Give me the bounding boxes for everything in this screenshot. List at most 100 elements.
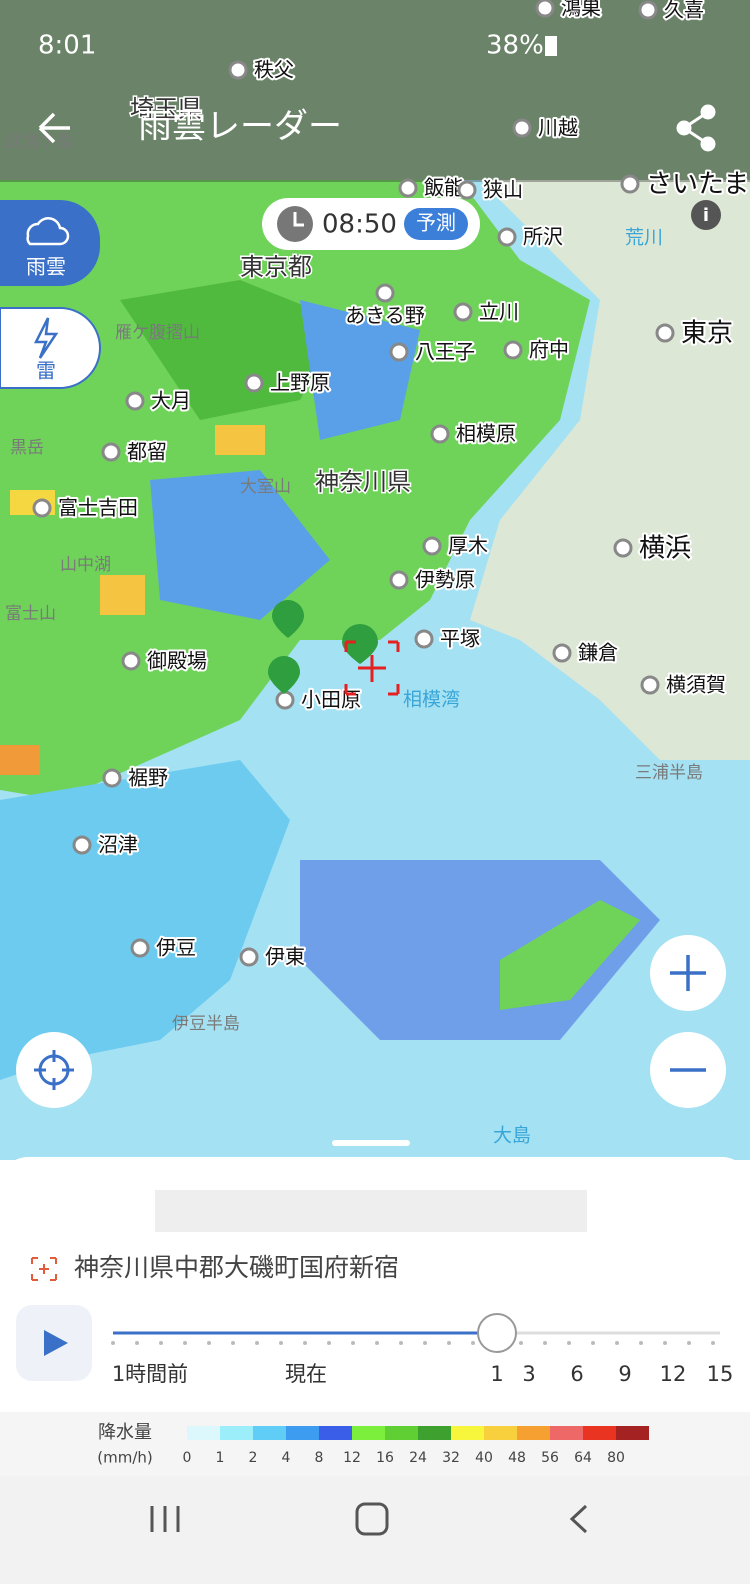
timeline-dot xyxy=(207,1341,211,1345)
timeline-label: 6 xyxy=(570,1362,583,1386)
city-label: 富士吉田 xyxy=(58,496,138,520)
rain-blue xyxy=(150,470,330,620)
land-dry xyxy=(470,180,750,760)
share-button[interactable] xyxy=(676,104,716,152)
city-label: 沼津 xyxy=(98,833,138,857)
city-label: さいたま xyxy=(646,170,749,200)
legend-value: 2 xyxy=(249,1450,258,1466)
city-marker xyxy=(422,536,442,556)
timeline-dot xyxy=(519,1341,523,1345)
current-location-button[interactable] xyxy=(16,1032,92,1108)
region-label: 東京都 xyxy=(240,253,312,281)
city-marker xyxy=(72,835,92,855)
city-label: あきる野 xyxy=(345,304,425,328)
header-scrim xyxy=(0,0,750,182)
city-marker xyxy=(638,0,658,20)
legend-value: 1 xyxy=(216,1450,225,1466)
timeline-dot xyxy=(567,1341,571,1345)
legend-swatch xyxy=(220,1426,253,1440)
timeline-label: 3 xyxy=(522,1362,535,1386)
nav-recents[interactable] xyxy=(150,1506,180,1532)
timeline-dot xyxy=(663,1341,667,1345)
map xyxy=(0,0,750,1160)
rain-layer-label: 雨雲 xyxy=(26,255,66,279)
city-label: 所沢 xyxy=(523,225,563,249)
timeline-dot xyxy=(183,1341,187,1345)
svg-text:i: i xyxy=(703,205,709,226)
nav-home[interactable] xyxy=(355,1502,389,1536)
city-marker xyxy=(375,283,395,303)
city-label: 伊勢原 xyxy=(415,568,475,592)
timeline-label: 現在 xyxy=(285,1362,327,1386)
legend-swatch xyxy=(187,1426,220,1440)
timeline-dot xyxy=(615,1341,619,1345)
legend-title: 降水量 xyxy=(98,1422,152,1443)
timeline-dot xyxy=(231,1341,235,1345)
timeline-label: 1時間前 xyxy=(112,1362,188,1386)
city-marker xyxy=(552,643,572,663)
legend-swatch xyxy=(352,1426,385,1440)
nav-back[interactable] xyxy=(569,1504,588,1534)
legend-value: 24 xyxy=(409,1450,427,1466)
city-label: 都留 xyxy=(127,440,167,464)
city-label: 小田原 xyxy=(301,688,361,712)
terrain-label: 伊豆半島 xyxy=(172,1014,240,1034)
city-marker xyxy=(101,442,121,462)
timeline-dot xyxy=(327,1341,331,1345)
city-marker xyxy=(640,675,660,695)
sheet-handle[interactable] xyxy=(332,1140,410,1146)
legend-swatch xyxy=(385,1426,418,1440)
city-marker xyxy=(620,174,640,194)
city-label: 横浜 xyxy=(639,534,691,564)
city-label: 横須賀 xyxy=(666,673,726,697)
back-button[interactable] xyxy=(38,112,70,144)
city-marker xyxy=(512,118,532,138)
city-label: 厚木 xyxy=(448,534,488,558)
legend-value: 64 xyxy=(574,1450,592,1466)
timeline-label: 9 xyxy=(618,1362,631,1386)
legend-value: 0 xyxy=(183,1450,192,1466)
timeline-dot xyxy=(111,1341,115,1345)
city-marker xyxy=(398,178,418,198)
legend-swatch xyxy=(484,1426,517,1440)
city-marker xyxy=(125,391,145,411)
city-marker xyxy=(430,424,450,444)
lightning-layer-button[interactable] xyxy=(0,307,102,389)
timeline-label: 15 xyxy=(707,1362,734,1386)
forecast-badge xyxy=(404,208,468,240)
rain-light xyxy=(0,760,290,1080)
legend-swatch xyxy=(319,1426,352,1440)
pins xyxy=(268,600,378,694)
timeline-dot xyxy=(543,1341,547,1345)
city-label: 上野原 xyxy=(270,371,330,395)
timeline-dot xyxy=(591,1341,595,1345)
city-marker xyxy=(414,629,434,649)
city-label: 伊豆 xyxy=(156,936,196,960)
legend-value: 40 xyxy=(475,1450,493,1466)
city-label: 鴻巣 xyxy=(561,0,601,20)
timeline-dot xyxy=(639,1341,643,1345)
placeholder-bar xyxy=(155,1190,587,1232)
timeline-dot xyxy=(399,1341,403,1345)
city-marker xyxy=(535,0,555,18)
city-label: 飯能 xyxy=(424,176,464,200)
city-marker xyxy=(613,538,633,558)
city-marker xyxy=(102,768,122,788)
region-label: 埼玉県 xyxy=(130,95,202,123)
timeline-dot xyxy=(447,1341,451,1345)
city-marker xyxy=(655,323,675,343)
city-marker xyxy=(503,340,523,360)
timeline-thumb[interactable] xyxy=(477,1313,517,1353)
region-label: 神奈川県 xyxy=(315,468,411,496)
location-icon xyxy=(31,1257,57,1281)
city-label: 鎌倉 xyxy=(578,641,618,665)
timeline-labels: 1時間前 現在 1 3 6 9 12 15 xyxy=(112,1362,734,1386)
city-label: 秩父 xyxy=(254,58,294,82)
timeline-dot xyxy=(471,1341,475,1345)
legend-swatch xyxy=(616,1426,649,1440)
city-marker xyxy=(32,498,52,518)
legend-swatch xyxy=(451,1426,484,1440)
city-label: 伊東 xyxy=(265,945,305,969)
info-button[interactable] xyxy=(691,200,721,230)
